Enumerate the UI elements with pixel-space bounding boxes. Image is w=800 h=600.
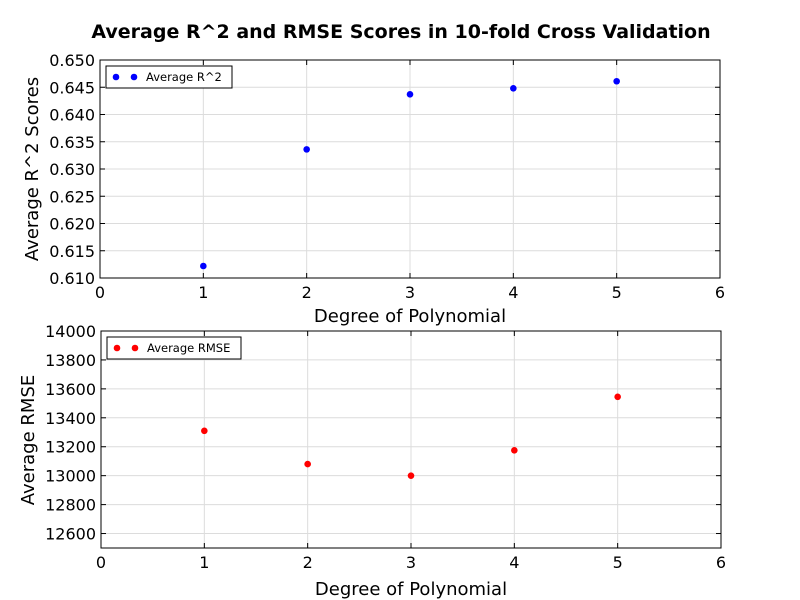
r2-legend: Average R^2 — [105, 65, 233, 89]
r2-y-tick-label: 0.610 — [49, 269, 95, 288]
r2-data-point — [510, 85, 517, 92]
rmse-y-tick-label: 13400 — [45, 409, 96, 428]
figure-title: Average R^2 and RMSE Scores in 10-fold C… — [91, 21, 710, 43]
rmse-x-tick-label: 4 — [509, 553, 519, 572]
rmse-x-tick-label: 2 — [303, 553, 313, 572]
rmse-x-axis-label: Degree of Polynomial — [315, 579, 507, 600]
r2-x-tick-label: 4 — [508, 283, 518, 302]
r2-y-tick-label: 0.620 — [49, 215, 95, 234]
rmse-grid — [100, 330, 722, 548]
rmse-legend-marker-icon — [113, 344, 121, 352]
rmse-y-tick-label: 12800 — [45, 496, 96, 515]
rmse-data-point — [511, 447, 518, 454]
r2-grid — [99, 59, 721, 279]
r2-x-tick-label: 0 — [95, 283, 105, 302]
rmse-legend-marker-icon — [131, 344, 139, 352]
rmse-legend-box — [106, 336, 242, 360]
rmse-x-tick-label: 1 — [199, 553, 209, 572]
r2-data-point — [303, 146, 310, 153]
rmse-y-tick-label: 13200 — [45, 438, 96, 457]
rmse-y-tick-label: 13000 — [45, 467, 96, 486]
r2-x-tick-label: 5 — [612, 283, 622, 302]
r2-x-axis-label: Degree of Polynomial — [314, 306, 506, 327]
rmse-data-point — [201, 427, 208, 435]
r2-y-tick-label: 0.615 — [49, 242, 95, 261]
rmse-points — [201, 393, 621, 479]
r2-legend-marker-icon — [112, 73, 120, 81]
r2-y-axis-label: Average R^2 Scores — [22, 77, 43, 261]
rmse-data-point — [614, 393, 621, 401]
rmse-y-tick-label: 13600 — [45, 380, 96, 399]
rmse-x-tick-label: 3 — [406, 553, 416, 572]
r2-legend-marker-icon — [130, 73, 138, 81]
r2-y-tick-label: 0.645 — [49, 78, 95, 97]
r2-y-tick-label: 0.630 — [49, 160, 95, 179]
rmse-scores-panel: 0 1 2 3 4 5 6 12600 12800 13000 13200 13400 13600 138… — [18, 322, 726, 600]
r2-y-tick-label: 0.640 — [49, 106, 95, 125]
rmse-legend-label: Average RMSE — [147, 341, 230, 355]
r2-data-point — [200, 262, 207, 270]
r2-points — [200, 77, 620, 270]
rmse-y-tick-label: 12600 — [45, 525, 96, 544]
r2-data-point — [613, 77, 620, 85]
rmse-legend: Average RMSE — [106, 336, 242, 360]
rmse-y-tick-label: 14000 — [45, 322, 96, 341]
rmse-y-tick-label: 13800 — [45, 351, 96, 370]
r2-x-tick-label: 3 — [405, 283, 415, 302]
rmse-ticks: 0 1 2 3 4 5 6 12600 12800 13000 13200 13400 13600 138… — [45, 322, 726, 572]
r2-y-tick-label: 0.625 — [49, 187, 95, 206]
rmse-x-tick-label: 6 — [716, 553, 726, 572]
r2-ticks: 0 1 2 3 4 5 6 0.610 0.615 0.620 0.625 0.630 0.635 0.6… — [49, 51, 725, 302]
r2-legend-label: Average R^2 — [146, 70, 222, 84]
r2-legend-box — [105, 65, 233, 89]
r2-y-tick-label: 0.650 — [49, 51, 95, 70]
rmse-y-axis-label: Average RMSE — [18, 375, 39, 505]
rmse-data-point — [304, 460, 311, 468]
r2-x-tick-label: 6 — [715, 283, 725, 302]
rmse-data-point — [407, 472, 415, 479]
r2-x-tick-label: 1 — [198, 283, 208, 302]
r2-scores-panel: 0 1 2 3 4 5 6 0.610 0.615 0.620 0.625 0.630 0.635 0.6… — [22, 51, 725, 327]
r2-data-point — [406, 91, 414, 98]
r2-y-tick-label: 0.635 — [49, 133, 95, 152]
rmse-x-tick-label: 0 — [96, 553, 106, 572]
r2-x-tick-label: 2 — [302, 283, 312, 302]
rmse-x-tick-label: 5 — [613, 553, 623, 572]
